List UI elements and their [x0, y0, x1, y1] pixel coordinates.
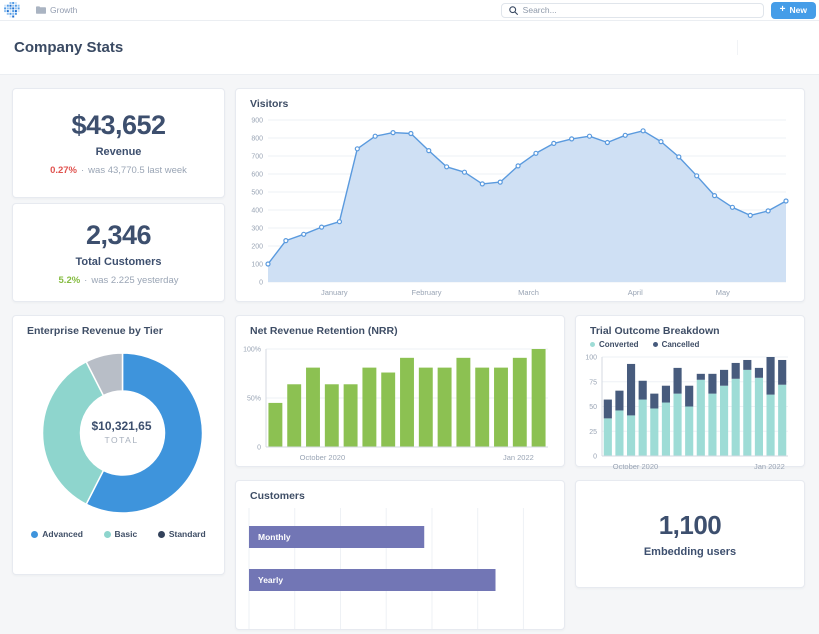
svg-text:Monthly: Monthly — [258, 532, 291, 542]
header-divider — [737, 40, 738, 55]
svg-text:600: 600 — [251, 172, 263, 179]
svg-text:March: March — [518, 288, 539, 297]
revenue-delta-row: 0.27% · was 43,770.5 last week — [50, 165, 187, 176]
logo-grid-icon — [4, 2, 20, 18]
delta-separator: · — [81, 165, 85, 176]
tier-donut-chart[interactable]: $10,321,65 TOTAL — [13, 337, 224, 529]
svg-text:Jan 2022: Jan 2022 — [754, 462, 785, 471]
left-column: $43,652 Revenue 0.27% · was 43,770.5 las… — [12, 88, 225, 630]
legend-item-advanced[interactable]: Advanced — [31, 529, 83, 539]
trial-card: Trial Outcome Breakdown Converted Cancell… — [575, 315, 805, 471]
total-customers-note: was 2.225 yesterday — [91, 274, 179, 286]
tier-legend: Advanced Basic Standard — [13, 529, 224, 549]
svg-text:0: 0 — [593, 454, 597, 461]
page-header: Company Stats — [0, 21, 819, 75]
revenue-label: Revenue — [95, 146, 142, 158]
topbar: Growth + New — [0, 0, 819, 21]
total-customers-delta-row: 5.2% · was 2.225 yesterday — [59, 275, 179, 286]
svg-text:February: February — [412, 288, 442, 297]
total-customers-delta: 5.2% — [58, 274, 81, 286]
svg-text:50%: 50% — [247, 396, 261, 403]
revenue-delta: 0.27% — [50, 165, 77, 176]
revenue-value: $43,652 — [71, 110, 166, 140]
delta-separator: · — [84, 274, 88, 286]
search-icon — [508, 5, 518, 15]
svg-text:100: 100 — [251, 262, 263, 269]
svg-text:800: 800 — [251, 136, 263, 143]
svg-text:400: 400 — [251, 208, 263, 215]
trial-stacked-chart[interactable]: 0 25 50 75 100 October 2020 Jan 2022 — [578, 351, 796, 471]
svg-text:200: 200 — [251, 244, 263, 251]
revenue-note: was 43,770.5 last week — [88, 165, 187, 176]
plus-icon: + — [779, 4, 786, 15]
legend-item-converted[interactable]: Converted — [590, 340, 639, 349]
svg-text:October 2020: October 2020 — [300, 453, 345, 462]
trial-chart-title: Trial Outcome Breakdown — [590, 325, 720, 337]
legend-item-cancelled[interactable]: Cancelled — [652, 340, 700, 349]
visitors-chart-title: Visitors — [250, 98, 289, 110]
svg-text:100%: 100% — [243, 347, 261, 354]
revenue-card: $43,652 Revenue 0.27% · was 43,770.5 las… — [12, 88, 225, 198]
app-logo[interactable] — [4, 2, 26, 19]
dashboard: $43,652 Revenue 0.27% · was 43,770.5 las… — [0, 75, 819, 630]
total-customers-value: 2,346 — [85, 219, 152, 250]
svg-text:April: April — [628, 288, 643, 297]
search-box[interactable] — [500, 2, 764, 18]
legend-dot — [31, 530, 39, 538]
svg-text:300: 300 — [251, 226, 263, 233]
page-title: Company Stats — [14, 39, 124, 56]
svg-text:700: 700 — [251, 154, 263, 161]
svg-text:Jan 2022: Jan 2022 — [503, 453, 534, 462]
tier-donut-card: Enterprise Revenue by Tier $10,321,65 TO… — [12, 315, 225, 575]
folder-icon — [36, 6, 46, 14]
bottom-row: Customers Monthly Yearly 1,100 Embedding … — [235, 480, 805, 630]
legend-dot — [157, 530, 165, 538]
legend-dot — [590, 342, 595, 347]
breadcrumb-label: Growth — [50, 5, 78, 15]
total-customers-card: 2,346 Total Customers 5.2% · was 2.225 y… — [12, 203, 225, 302]
nrr-card: Net Revenue Retention (NRR) 0 50% 100% Octo… — [235, 315, 565, 467]
embedding-users-value: 1,100 — [658, 510, 722, 540]
legend-label: Advanced — [42, 529, 83, 539]
embedding-users-card: 1,100 Embedding users — [575, 480, 805, 588]
trial-legend: Converted Cancelled — [576, 337, 804, 349]
svg-text:50: 50 — [589, 404, 597, 411]
new-button[interactable]: + New — [770, 1, 816, 19]
svg-text:900: 900 — [251, 118, 263, 125]
svg-text:Yearly: Yearly — [258, 575, 283, 585]
customers-chart-title: Customers — [250, 490, 305, 502]
svg-text:500: 500 — [251, 190, 263, 197]
right-column: Visitors 0 100 200 300 400 500 600 700 800 900 Jan… — [235, 88, 805, 630]
legend-label: Standard — [168, 529, 206, 539]
embedding-users-label: Embedding users — [643, 546, 737, 558]
svg-text:100: 100 — [585, 355, 597, 362]
customers-card: Customers Monthly Yearly — [235, 480, 565, 630]
nrr-bar-chart[interactable]: 0 50% 100% October 2020 Jan 2022 — [238, 339, 556, 463]
legend-label: Cancelled — [661, 340, 700, 349]
legend-item-standard[interactable]: Standard — [157, 529, 206, 539]
nrr-chart-title: Net Revenue Retention (NRR) — [250, 325, 398, 337]
legend-label: Converted — [599, 340, 639, 349]
visitors-card: Visitors 0 100 200 300 400 500 600 700 800 900 Jan… — [235, 88, 805, 302]
legend-label: Basic — [114, 529, 138, 539]
search-input[interactable] — [522, 5, 756, 15]
svg-text:0: 0 — [257, 445, 261, 452]
svg-text:January: January — [321, 288, 348, 297]
breadcrumb[interactable]: Growth — [36, 5, 77, 15]
new-button-label: New — [789, 5, 807, 15]
customers-hbar-chart[interactable]: Monthly Yearly — [248, 506, 552, 629]
tier-chart-title: Enterprise Revenue by Tier — [27, 325, 163, 337]
visitors-area-chart[interactable]: 0 100 200 300 400 500 600 700 800 900 January Febru… — [238, 112, 796, 298]
svg-text:May: May — [716, 288, 730, 297]
svg-text:0: 0 — [259, 280, 263, 287]
svg-text:75: 75 — [589, 379, 597, 386]
legend-dot — [652, 342, 658, 347]
total-customers-label: Total Customers — [75, 255, 162, 268]
svg-text:October 2020: October 2020 — [613, 462, 658, 471]
charts-row: Net Revenue Retention (NRR) 0 50% 100% Octo… — [235, 315, 805, 471]
svg-text:25: 25 — [589, 429, 597, 436]
legend-item-basic[interactable]: Basic — [103, 529, 138, 539]
legend-dot — [103, 530, 111, 538]
